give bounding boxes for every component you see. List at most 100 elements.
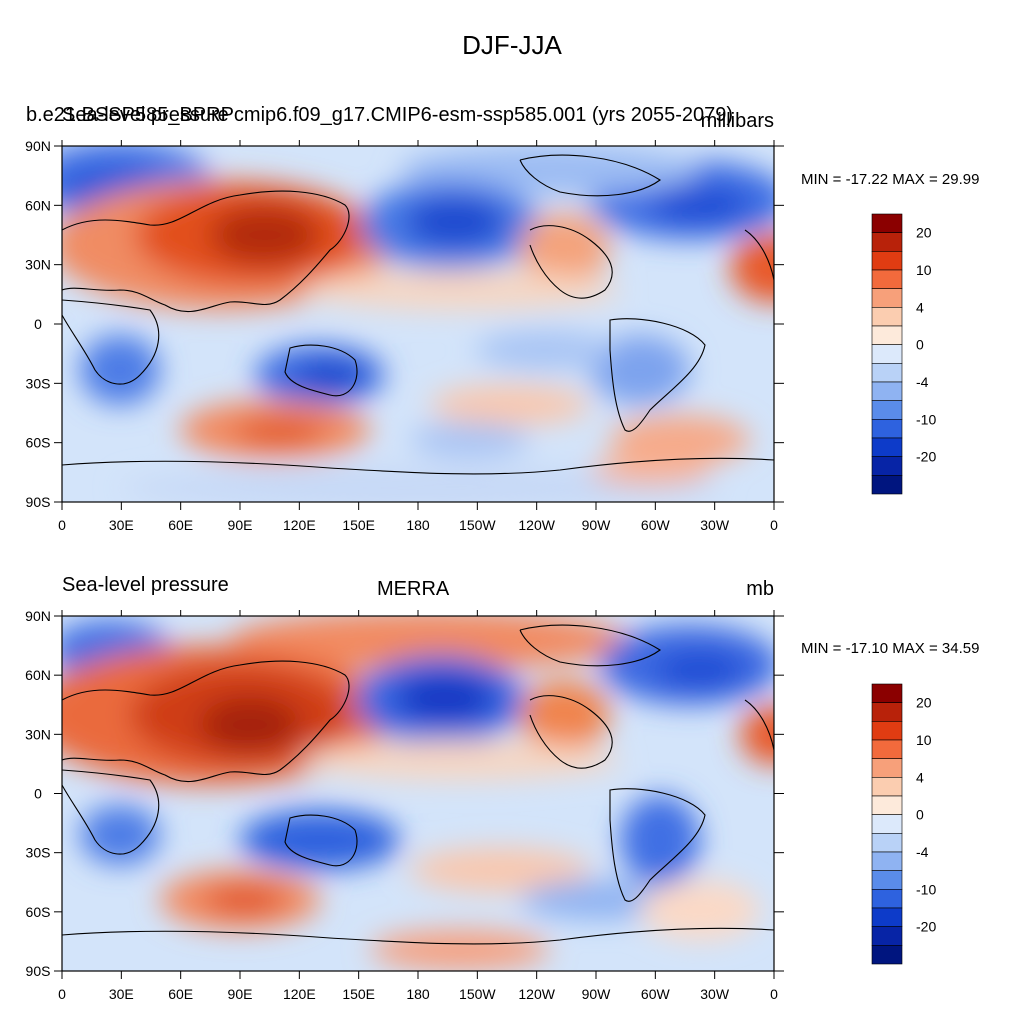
colorbar-label: -10 — [916, 881, 936, 897]
panel2-map — [62, 616, 774, 971]
panel2-colorbar: 20 10 4 0 -4 -10 -20 — [871, 683, 936, 965]
colorbar-swatch — [871, 251, 903, 271]
x-tick-label: 60W — [641, 517, 671, 533]
colorbar-label: -20 — [916, 449, 936, 465]
x-tick-label: 150W — [459, 986, 496, 1002]
x-tick-label: 150E — [342, 517, 375, 533]
colorbar-swatch — [871, 269, 903, 289]
colorbar-swatch — [871, 419, 903, 439]
x-tick-label: 0 — [770, 517, 778, 533]
panel2-title-left: Sea-level pressure — [62, 574, 229, 596]
colorbar-swatch — [871, 475, 903, 495]
y-tick-label: 90N — [25, 138, 51, 154]
colorbar-label: -20 — [916, 919, 936, 935]
colorbar-swatch — [871, 307, 903, 327]
y-tick-label: 30S — [26, 845, 51, 861]
colorbar-swatch — [871, 325, 903, 345]
colorbar-swatch — [871, 683, 903, 703]
colorbar-label: -4 — [916, 844, 929, 860]
colorbar-swatch — [871, 814, 903, 834]
colorbar-swatch — [871, 344, 903, 364]
x-tick-label: 180 — [406, 517, 430, 533]
y-tick-label: 0 — [34, 316, 42, 332]
x-tick-label: 120E — [283, 986, 316, 1002]
colorbar-swatch — [871, 381, 903, 401]
x-tick-label: 0 — [58, 986, 66, 1002]
colorbar-swatch — [871, 363, 903, 383]
colorbar-swatch — [871, 945, 903, 965]
colorbar-label: 20 — [916, 225, 932, 241]
y-tick-label: 60S — [26, 904, 51, 920]
panel2-minmax: MIN = -17.10 MAX = 34.59 — [801, 640, 980, 657]
figure-title: DJF-JJA — [462, 30, 562, 60]
panel1-axes: 0 30E 60E 90E 120E 150E 180 150W 120W 90W 60W 30W 09… — [25, 138, 784, 533]
x-tick-label: 60E — [168, 986, 193, 1002]
colorbar-swatch — [871, 889, 903, 909]
x-tick-label: 0 — [58, 517, 66, 533]
panel1-title-left: b.e21.BSSP585_BPRPcmip6.f09_g17.CMIP6-es… — [26, 104, 734, 126]
colorbar-label: 10 — [916, 262, 932, 278]
x-tick-label: 90E — [228, 986, 253, 1002]
colorbar-label: 0 — [916, 807, 924, 823]
colorbar-swatch — [871, 851, 903, 871]
colorbar-swatch — [871, 926, 903, 946]
x-tick-label: 90E — [228, 517, 253, 533]
panel1-title-overlay: Sea-level pressure — [62, 104, 229, 126]
colorbar-swatch — [871, 288, 903, 308]
colorbar-swatch — [871, 795, 903, 815]
y-tick-label: 0 — [34, 786, 42, 802]
colorbar-label: 4 — [916, 299, 924, 315]
x-tick-label: 60W — [641, 986, 671, 1002]
x-tick-label: 150W — [459, 517, 496, 533]
x-tick-label: 30E — [109, 986, 134, 1002]
y-tick-label: 30S — [26, 375, 51, 391]
colorbar-label: 10 — [916, 732, 932, 748]
y-tick-label: 60N — [25, 667, 51, 683]
colorbar-swatch — [871, 456, 903, 476]
colorbar-swatch — [871, 400, 903, 420]
x-tick-label: 90W — [582, 517, 612, 533]
x-tick-label: 120W — [518, 986, 555, 1002]
colorbar-swatch — [871, 232, 903, 252]
colorbar-swatch — [871, 702, 903, 722]
colorbar-label: 4 — [916, 769, 924, 785]
x-tick-label: 90W — [582, 986, 612, 1002]
panel1-colorbar: 20 10 4 0 -4 -10 -20 — [871, 213, 936, 495]
panel1-map — [62, 146, 774, 502]
colorbar-swatch — [871, 721, 903, 741]
y-tick-label: 30N — [25, 726, 51, 742]
panel2-axes: 0 30E 60E 90E 120E 150E 180 150W 120W 90W 60W 30W 09… — [25, 608, 784, 1002]
colorbar-swatch — [871, 833, 903, 853]
x-tick-label: 30W — [700, 986, 730, 1002]
colorbar-swatch — [871, 437, 903, 457]
x-tick-label: 30W — [700, 517, 730, 533]
colorbar-swatch — [871, 907, 903, 927]
y-tick-label: 90S — [26, 963, 51, 979]
x-tick-label: 60E — [168, 517, 193, 533]
y-tick-label: 60S — [26, 435, 51, 451]
y-tick-label: 60N — [25, 197, 51, 213]
y-tick-label: 90N — [25, 608, 51, 624]
colorbar-swatch — [871, 739, 903, 759]
x-tick-label: 120E — [283, 517, 316, 533]
colorbar-label: -10 — [916, 411, 936, 427]
y-tick-label: 90S — [26, 494, 51, 510]
y-tick-label: 30N — [25, 257, 51, 273]
colorbar-swatch — [871, 213, 903, 233]
colorbar-label: 0 — [916, 337, 924, 353]
colorbar-swatch — [871, 870, 903, 890]
x-tick-label: 120W — [518, 517, 555, 533]
x-tick-label: 150E — [342, 986, 375, 1002]
colorbar-swatch — [871, 777, 903, 797]
colorbar-label: 20 — [916, 695, 932, 711]
panel2-units: mb — [746, 578, 774, 600]
x-tick-label: 0 — [770, 986, 778, 1002]
x-tick-label: 180 — [406, 986, 430, 1002]
panel2-title-center: MERRA — [377, 578, 450, 600]
colorbar-swatch — [871, 758, 903, 778]
x-tick-label: 30E — [109, 517, 134, 533]
panel1-units: millibars — [700, 110, 774, 132]
panel1-minmax: MIN = -17.22 MAX = 29.99 — [801, 171, 980, 188]
colorbar-label: -4 — [916, 374, 929, 390]
